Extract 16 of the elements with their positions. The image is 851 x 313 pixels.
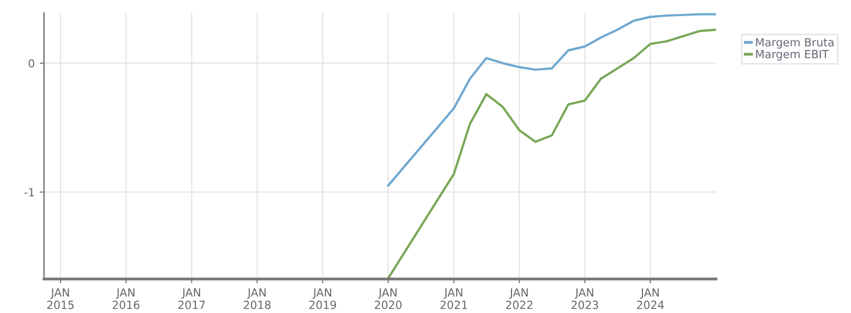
legend-label: Margem Bruta	[756, 38, 834, 49]
x-tick-label: JAN 2022	[506, 288, 532, 310]
x-tick-label: JAN 2018	[244, 288, 271, 310]
x-tick-label: JAN 2017	[178, 288, 205, 310]
x-tick-label: JAN 2023	[572, 288, 598, 310]
x-tick-label: JAN 2020	[374, 288, 402, 310]
x-tick-label: JAN 2024	[637, 288, 664, 310]
x-tick-label: JAN 2019	[309, 288, 336, 310]
legend-label: Margem EBIT	[756, 50, 829, 60]
x-tick-label: JAN 2015	[47, 288, 74, 310]
y-tick-label: 0	[28, 59, 34, 68]
line-series	[387, 28, 716, 279]
x-tick-label: JAN 2016	[112, 288, 140, 310]
x-tick-label: JAN 2021	[440, 288, 467, 310]
y-tick-label: -1	[24, 188, 34, 196]
line-series	[387, 13, 716, 187]
